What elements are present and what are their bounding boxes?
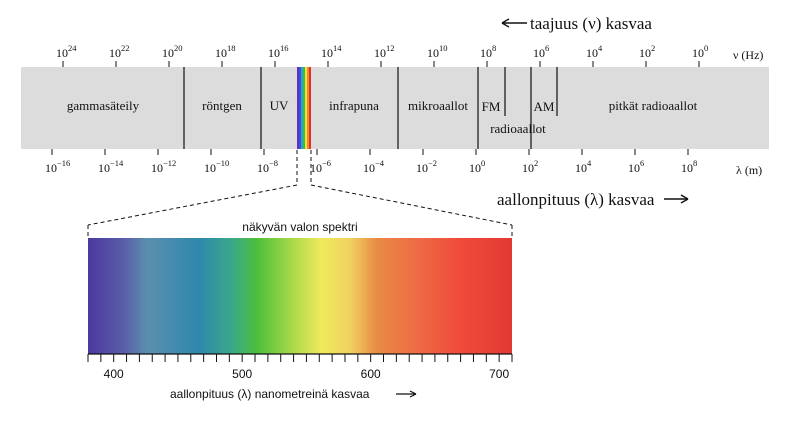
region-label-uv: UV (270, 98, 289, 113)
nanometer-axis-title-group: aallonpituus (λ) nanometreinä kasvaa (170, 387, 417, 401)
wavelength-tick-label: 10−12 (151, 158, 176, 175)
frequency-tick-labels: 1024 1022 1020 1018 1016 1014 1012 1010 108 106 10… (56, 43, 708, 67)
visible-spectrum-title: näkyvän valon spektri (242, 220, 357, 234)
nm-tick-label: 600 (361, 367, 381, 381)
frequency-tick-label: 1022 (109, 43, 130, 60)
frequency-tick-label: 1020 (162, 43, 183, 60)
region-label-xray: röntgen (202, 98, 242, 113)
wavelength-tick-label: 108 (681, 158, 697, 175)
frequency-tick-label: 1016 (268, 43, 289, 60)
wavelength-tick-label: 10−4 (363, 158, 385, 175)
wavelength-axis-title: aallonpituus (λ) kasvaa (497, 190, 655, 209)
region-label-radio-waves: radioaallot (490, 121, 546, 136)
nm-tick-label: 500 (232, 367, 252, 381)
wavelength-tick-label: 102 (522, 158, 538, 175)
wavelength-tick-label: 10−14 (98, 158, 124, 175)
wavelength-tick-label: 10−6 (310, 158, 331, 175)
frequency-tick-label: 1024 (56, 43, 77, 60)
region-label-gamma: gammasäteily (67, 98, 140, 113)
zoom-connector-lines (87, 150, 513, 238)
visible-light-strip (297, 67, 311, 149)
wavelength-tick-label: 10−10 (204, 158, 229, 175)
frequency-direction-title: taajuus (ν) kasvaa (501, 14, 652, 33)
frequency-tick-label: 106 (533, 43, 549, 60)
region-label-infrared: infrapuna (329, 98, 379, 113)
nm-tick-label: 700 (489, 367, 509, 381)
frequency-tick-label: 100 (692, 43, 708, 60)
nanometer-axis-title: aallonpituus (λ) nanometreinä kasvaa (170, 387, 370, 401)
region-label-long-radio-waves: pitkät radioaallot (609, 98, 698, 113)
region-dividers (183, 67, 558, 149)
frequency-tick-label: 1010 (427, 43, 448, 60)
wavelength-tick-label: 10−16 (45, 158, 70, 175)
wavelength-tick-label: 106 (628, 158, 644, 175)
wavelength-tick-label: 10−2 (416, 158, 437, 175)
frequency-tick-label: 1018 (215, 43, 236, 60)
nm-tick-label: 400 (104, 367, 124, 381)
wavelength-direction-title: aallonpituus (λ) kasvaa (497, 190, 689, 209)
spectrum-band (21, 67, 769, 149)
nanometer-tick-labels: 400 500 600 700 (104, 367, 510, 381)
frequency-unit-label: ν (Hz) (733, 48, 763, 62)
wavelength-tick-label: 104 (575, 158, 592, 175)
frequency-axis-title: taajuus (ν) kasvaa (530, 14, 652, 33)
visible-spectrum-gradient (88, 238, 512, 354)
frequency-tick-label: 1012 (374, 43, 395, 60)
frequency-tick-label: 104 (586, 43, 603, 60)
region-label-fm: FM (482, 99, 501, 114)
frequency-tick-label: 102 (639, 43, 655, 60)
wavelength-unit-label: λ (m) (736, 163, 762, 177)
wavelength-tick-labels: 10−16 10−14 10−12 10−10 10−8 10−6 10−4 10−2 100 1… (45, 149, 697, 175)
wavelength-tick-label: 100 (469, 158, 485, 175)
frequency-tick-label: 108 (480, 43, 496, 60)
region-label-am: AM (534, 99, 555, 114)
frequency-tick-label: 1014 (321, 43, 342, 60)
nanometer-ticks (87, 354, 513, 362)
wavelength-tick-label: 10−8 (257, 158, 278, 175)
region-label-microwaves: mikroaallot (408, 98, 468, 113)
